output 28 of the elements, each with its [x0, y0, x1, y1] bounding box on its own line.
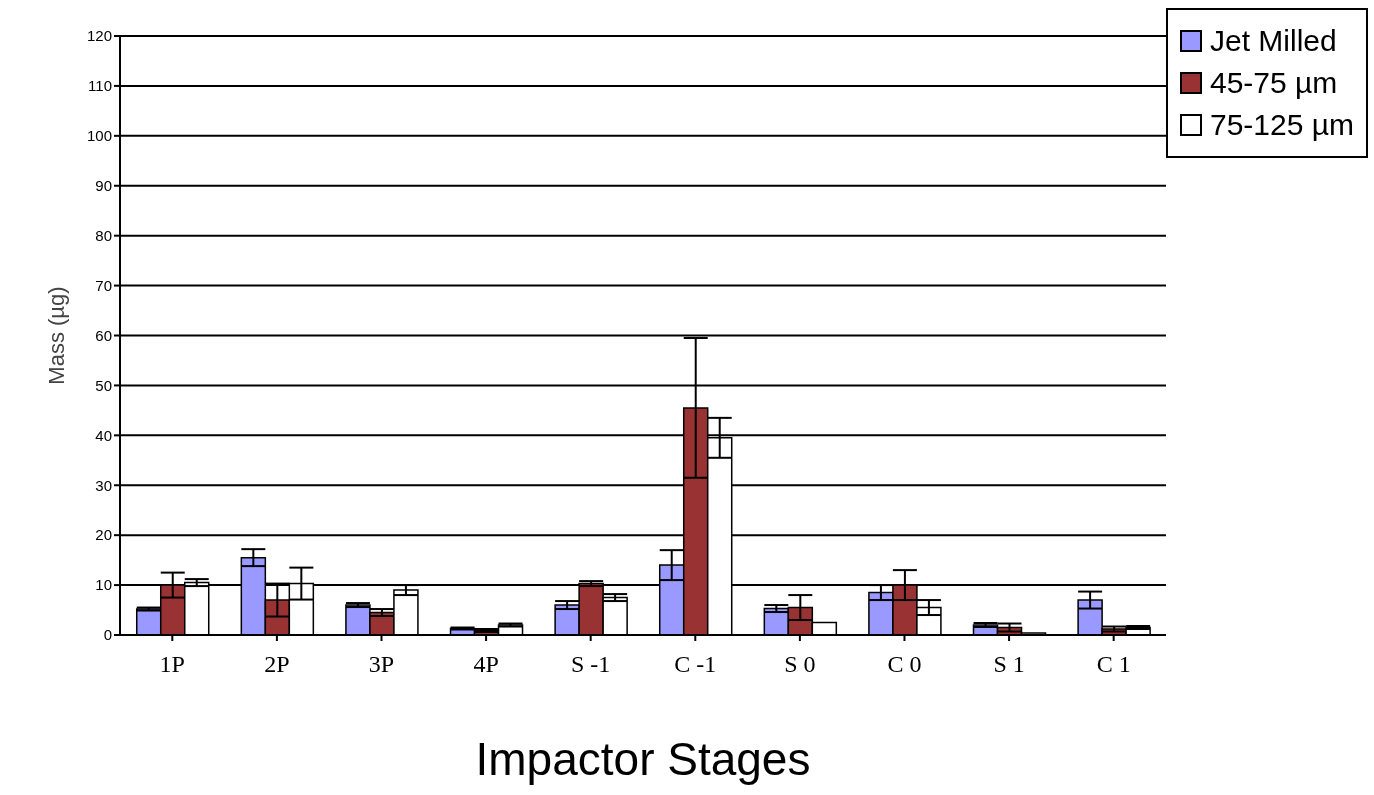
- x-tick-label: C 0: [887, 651, 922, 678]
- x-tick-label: C 1: [1096, 651, 1131, 678]
- y-tick-label: 110: [88, 77, 112, 95]
- x-tick-label: C -1: [674, 651, 717, 678]
- y-tick-label: 0: [103, 626, 112, 644]
- legend-label: 75-125 µm: [1209, 108, 1354, 142]
- y-tick-label: 90: [95, 177, 112, 195]
- y-tick-label: 10: [95, 576, 112, 594]
- y-tick-label: 100: [86, 127, 112, 145]
- legend-label: 45-75 µm: [1209, 66, 1338, 100]
- y-tick-label: 30: [95, 476, 112, 494]
- x-tick-label: 1P: [159, 651, 185, 678]
- x-tick-label: 3P: [368, 651, 395, 678]
- x-tick-label: S 0: [784, 651, 816, 678]
- y-tick-label: 50: [95, 376, 112, 394]
- x-tick-label: 2P: [264, 651, 290, 678]
- y-tick-label: 20: [95, 526, 112, 544]
- x-tick-label: 4P: [473, 651, 499, 678]
- y-tick-label: 40: [95, 426, 112, 444]
- legend-label: Jet Milled: [1209, 24, 1337, 58]
- y-tick-label: 120: [86, 27, 112, 45]
- y-axis-title: Mass (µg): [43, 286, 69, 385]
- x-axis-title: Impactor Stages: [475, 733, 811, 785]
- y-tick-label: 80: [95, 226, 112, 244]
- x-tick-label: S -1: [571, 651, 611, 678]
- y-tick-label: 60: [95, 326, 112, 344]
- x-tick-label: S 1: [993, 651, 1025, 678]
- y-tick-label: 70: [95, 276, 112, 294]
